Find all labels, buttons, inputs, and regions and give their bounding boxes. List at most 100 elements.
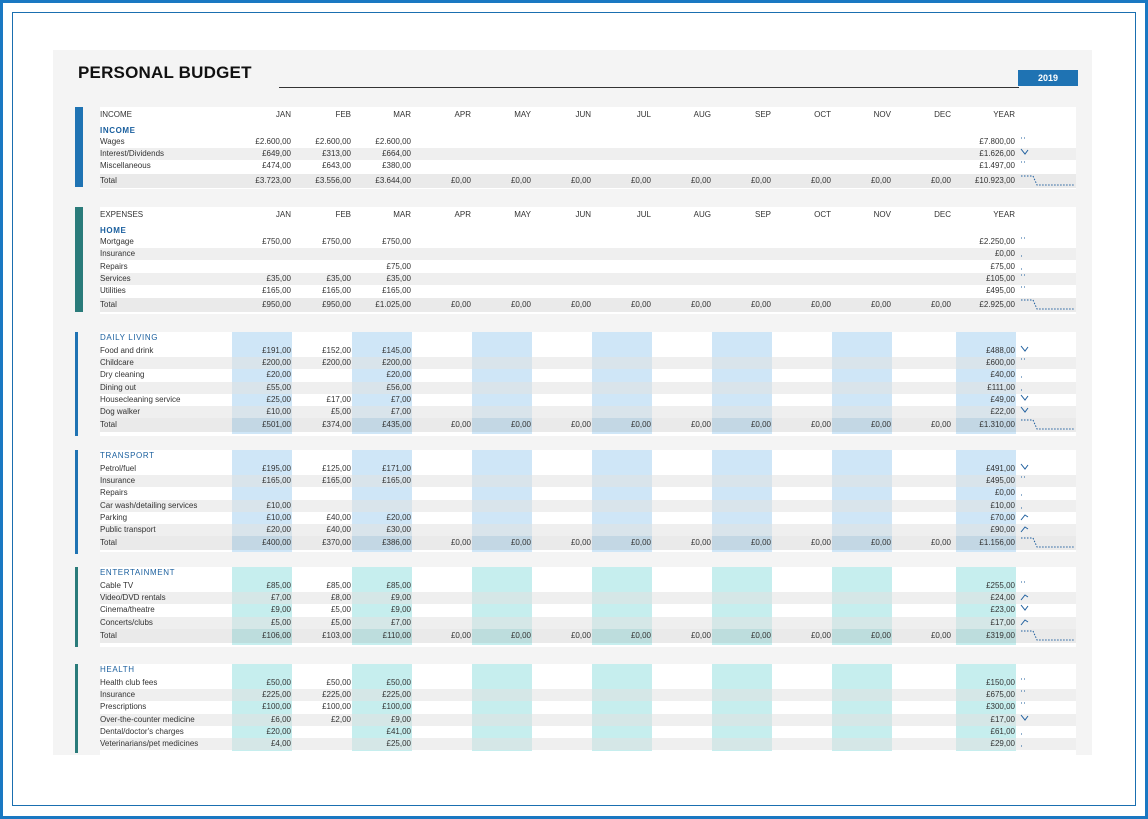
month-cell[interactable]: £0,00 xyxy=(510,630,531,640)
month-cell[interactable]: £0,00 xyxy=(810,420,831,430)
month-cell[interactable]: £380,00 xyxy=(382,161,411,170)
month-cell[interactable]: £0,00 xyxy=(570,176,591,185)
month-cell[interactable]: £191,00 xyxy=(262,346,291,355)
month-cell[interactable]: £0,00 xyxy=(810,176,831,185)
month-cell[interactable]: £0,00 xyxy=(450,300,471,309)
month-cell[interactable]: £0,00 xyxy=(630,538,651,548)
month-cell[interactable]: £20,00 xyxy=(386,512,411,522)
month-cell[interactable]: £7,00 xyxy=(270,593,291,603)
year-badge[interactable]: 2019 xyxy=(1018,70,1078,86)
month-cell[interactable]: £75,00 xyxy=(386,261,411,271)
month-cell[interactable]: £20,00 xyxy=(266,726,291,736)
month-cell[interactable]: £50,00 xyxy=(326,678,351,687)
year-cell[interactable]: £10.923,00 xyxy=(974,176,1015,185)
month-cell[interactable]: £6,00 xyxy=(270,714,291,724)
month-cell[interactable]: £400,00 xyxy=(262,538,291,548)
month-cell[interactable]: £30,00 xyxy=(386,525,411,534)
year-cell[interactable]: £675,00 xyxy=(986,690,1015,700)
year-cell[interactable]: £0,00 xyxy=(994,488,1015,498)
month-cell[interactable]: £9,00 xyxy=(390,605,411,615)
month-cell[interactable]: £50,00 xyxy=(266,678,291,687)
month-cell[interactable]: £0,00 xyxy=(750,176,771,185)
month-cell[interactable]: £7,00 xyxy=(390,394,411,404)
month-cell[interactable]: £152,00 xyxy=(322,346,351,355)
month-cell[interactable]: £9,00 xyxy=(390,593,411,603)
month-cell[interactable]: £0,00 xyxy=(510,300,531,309)
month-cell[interactable]: £0,00 xyxy=(690,538,711,548)
month-cell[interactable]: £0,00 xyxy=(450,538,471,548)
year-cell[interactable]: £1.310,00 xyxy=(979,420,1015,430)
month-cell[interactable]: £664,00 xyxy=(382,149,411,158)
month-cell[interactable]: £55,00 xyxy=(266,382,291,392)
month-cell[interactable]: £2.600,00 xyxy=(315,137,351,146)
month-cell[interactable]: £750,00 xyxy=(262,237,291,246)
year-cell[interactable]: £150,00 xyxy=(986,678,1015,687)
month-cell[interactable]: £0,00 xyxy=(570,630,591,640)
month-cell[interactable]: £0,00 xyxy=(510,420,531,430)
month-cell[interactable]: £100,00 xyxy=(322,702,351,712)
month-cell[interactable]: £85,00 xyxy=(326,581,351,590)
month-cell[interactable]: £5,00 xyxy=(330,617,351,627)
month-cell[interactable]: £25,00 xyxy=(386,739,411,748)
month-cell[interactable]: £435,00 xyxy=(382,420,411,430)
month-cell[interactable]: £2.600,00 xyxy=(375,137,411,146)
year-cell[interactable]: £7.800,00 xyxy=(979,137,1015,146)
month-cell[interactable]: £0,00 xyxy=(630,420,651,430)
month-cell[interactable]: £2.600,00 xyxy=(255,137,291,146)
month-cell[interactable]: £8,00 xyxy=(330,593,351,603)
month-cell[interactable]: £25,00 xyxy=(266,394,291,404)
month-cell[interactable]: £0,00 xyxy=(870,300,891,309)
month-cell[interactable]: £0,00 xyxy=(690,630,711,640)
month-cell[interactable]: £474,00 xyxy=(262,161,291,170)
year-cell[interactable]: £2.250,00 xyxy=(979,237,1015,246)
month-cell[interactable]: £501,00 xyxy=(262,420,291,430)
month-cell[interactable]: £0,00 xyxy=(870,630,891,640)
year-cell[interactable]: £10,00 xyxy=(990,500,1015,510)
month-cell[interactable]: £106,00 xyxy=(262,630,291,640)
month-cell[interactable]: £0,00 xyxy=(930,176,951,185)
month-cell[interactable]: £35,00 xyxy=(266,273,291,283)
month-cell[interactable]: £1.025,00 xyxy=(375,300,411,309)
month-cell[interactable]: £195,00 xyxy=(262,464,291,473)
month-cell[interactable]: £5,00 xyxy=(330,605,351,615)
month-cell[interactable]: £35,00 xyxy=(326,273,351,283)
month-cell[interactable]: £750,00 xyxy=(322,237,351,246)
year-cell[interactable]: £75,00 xyxy=(990,261,1015,271)
month-cell[interactable]: £100,00 xyxy=(262,702,291,712)
year-cell[interactable]: £29,00 xyxy=(990,739,1015,748)
month-cell[interactable]: £0,00 xyxy=(450,630,471,640)
month-cell[interactable]: £0,00 xyxy=(630,630,651,640)
year-cell[interactable]: £0,00 xyxy=(994,249,1015,259)
month-cell[interactable]: £0,00 xyxy=(810,630,831,640)
year-cell[interactable]: £24,00 xyxy=(990,593,1015,603)
month-cell[interactable]: £200,00 xyxy=(382,358,411,368)
month-cell[interactable]: £0,00 xyxy=(510,538,531,548)
month-cell[interactable]: £85,00 xyxy=(386,581,411,590)
year-cell[interactable]: £90,00 xyxy=(990,525,1015,534)
month-cell[interactable]: £103,00 xyxy=(322,630,351,640)
month-cell[interactable]: £0,00 xyxy=(810,300,831,309)
month-cell[interactable]: £0,00 xyxy=(570,300,591,309)
year-cell[interactable]: £255,00 xyxy=(986,581,1015,590)
month-cell[interactable]: £643,00 xyxy=(322,161,351,170)
month-cell[interactable]: £200,00 xyxy=(262,358,291,368)
month-cell[interactable]: £374,00 xyxy=(322,420,351,430)
month-cell[interactable]: £10,00 xyxy=(266,500,291,510)
month-cell[interactable]: £20,00 xyxy=(266,370,291,380)
month-cell[interactable]: £35,00 xyxy=(386,273,411,283)
year-cell[interactable]: £488,00 xyxy=(986,346,1015,355)
month-cell[interactable]: £165,00 xyxy=(382,476,411,486)
month-cell[interactable]: £225,00 xyxy=(262,690,291,700)
month-cell[interactable]: £165,00 xyxy=(322,476,351,486)
month-cell[interactable]: £110,00 xyxy=(382,630,411,640)
month-cell[interactable]: £0,00 xyxy=(630,176,651,185)
month-cell[interactable]: £56,00 xyxy=(386,382,411,392)
month-cell[interactable]: £750,00 xyxy=(382,237,411,246)
month-cell[interactable]: £165,00 xyxy=(382,286,411,296)
year-cell[interactable]: £1.156,00 xyxy=(979,538,1015,548)
month-cell[interactable]: £0,00 xyxy=(930,300,951,309)
month-cell[interactable]: £5,00 xyxy=(330,407,351,416)
month-cell[interactable]: £3.556,00 xyxy=(315,176,351,185)
month-cell[interactable]: £370,00 xyxy=(322,538,351,548)
month-cell[interactable]: £0,00 xyxy=(750,538,771,548)
